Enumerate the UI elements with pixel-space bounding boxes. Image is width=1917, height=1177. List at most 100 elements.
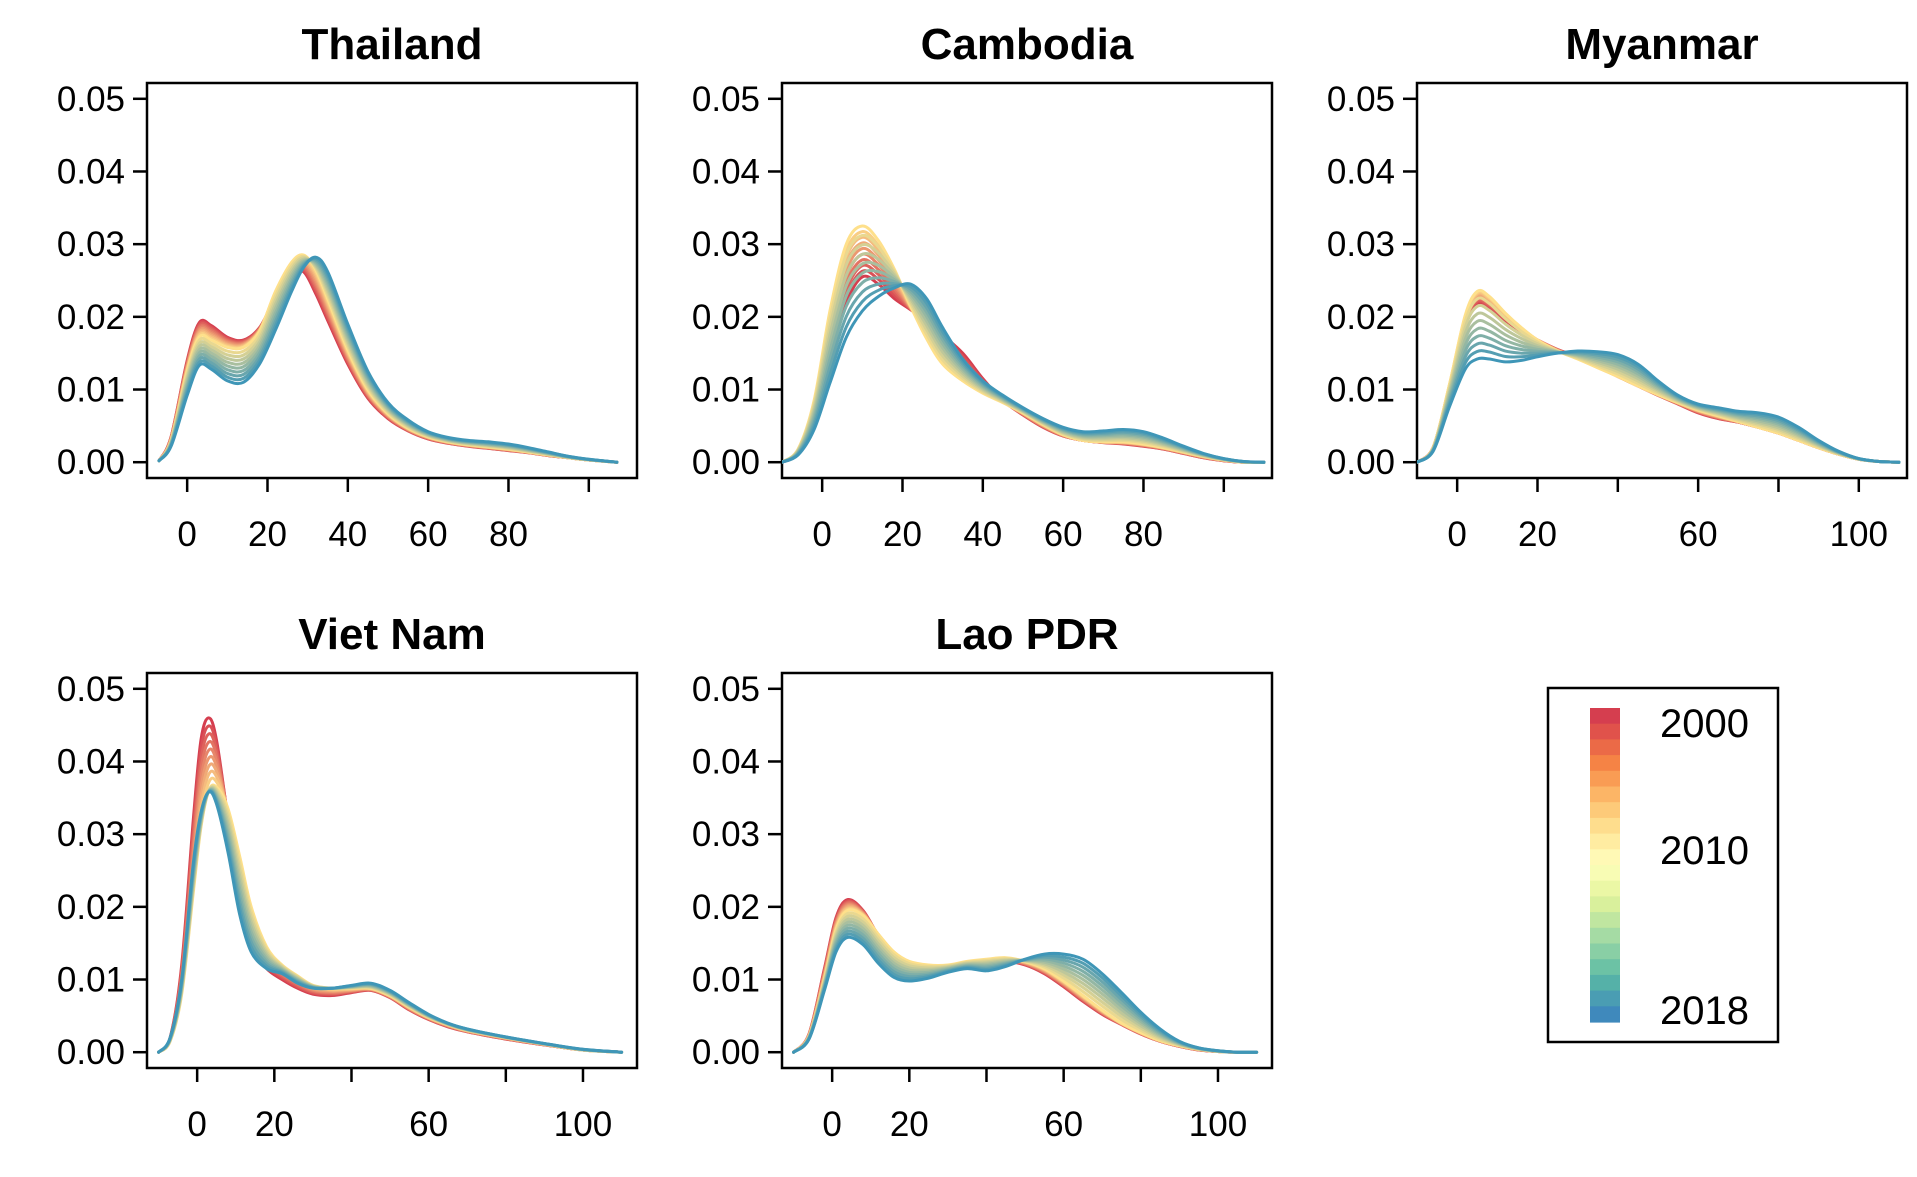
y-tick-label: 0.00 xyxy=(692,443,760,482)
panel-title: Lao PDR xyxy=(935,610,1118,659)
y-tick-label: 0.02 xyxy=(692,888,760,927)
panel-myanmar: Myanmar 0.00 0.01 0.02 0.03 0.04 0.05 0 20 60 100 xyxy=(1327,20,1909,554)
panel-lao-pdr: Lao PDR 0.00 0.01 0.02 0.03 0.04 0.05 0 20 60 100 xyxy=(692,610,1274,1144)
y-tick-label: 0.03 xyxy=(57,225,125,264)
panel-title: Cambodia xyxy=(921,20,1134,69)
legend-swatch xyxy=(1590,974,1620,992)
density-curve-2018 xyxy=(157,790,624,1054)
y-tick-label: 0.02 xyxy=(1327,298,1395,337)
y-tick-label: 0.01 xyxy=(692,371,760,410)
y-tick-label: 0.01 xyxy=(57,371,125,410)
legend-swatch xyxy=(1590,817,1620,835)
x-tick-label: 80 xyxy=(489,515,528,554)
x-tick-label: 100 xyxy=(1830,515,1888,554)
y-tick-label: 0.04 xyxy=(692,742,760,781)
x-tick-label: 40 xyxy=(328,515,367,554)
density-curves xyxy=(792,897,1259,1054)
x-tick-label: 20 xyxy=(1518,515,1557,554)
density-curve-2016 xyxy=(157,257,619,464)
panel-title: Thailand xyxy=(302,20,483,69)
density-curve-2002 xyxy=(157,732,624,1054)
legend-swatch xyxy=(1590,927,1620,945)
density-curve-2001 xyxy=(157,724,624,1054)
legend-swatch xyxy=(1590,943,1620,960)
y-tick-label: 0.04 xyxy=(692,152,760,191)
y-tick-label: 0.00 xyxy=(692,1033,760,1072)
density-curve-2002 xyxy=(782,263,1266,464)
legend-colorbar xyxy=(1590,708,1620,1023)
plot-frame xyxy=(1415,81,1909,480)
density-curve-2007 xyxy=(157,256,619,464)
x-tick-label: 40 xyxy=(963,515,1002,554)
x-tick-label: 100 xyxy=(554,1105,612,1144)
x-tick-label: 20 xyxy=(890,1105,929,1144)
legend-box xyxy=(1546,686,1780,1044)
y-tick-label: 0.02 xyxy=(57,298,125,337)
density-curve-2004 xyxy=(157,747,624,1054)
x-tick-label: 60 xyxy=(1044,1105,1083,1144)
legend-swatch xyxy=(1590,959,1620,976)
y-tick-label: 0.03 xyxy=(692,225,760,264)
panel-title: Viet Nam xyxy=(298,610,486,659)
x-tick-label: 60 xyxy=(409,515,448,554)
y-tick-label: 0.02 xyxy=(692,298,760,337)
density-curve-2018 xyxy=(782,282,1266,464)
x-tick-label: 0 xyxy=(822,1105,841,1144)
density-curve-2018 xyxy=(157,255,619,464)
density-curve-2013 xyxy=(157,258,619,464)
y-tick-label: 0.05 xyxy=(1327,80,1395,119)
x-tick-label: 60 xyxy=(1044,515,1083,554)
y-tick-label: 0.05 xyxy=(692,80,760,119)
panel-thailand: Thailand 0.00 0.01 0.02 0.03 0.04 0.05 0 20 40 60 8… xyxy=(57,20,639,554)
x-tick-label: 0 xyxy=(187,1105,206,1144)
density-curve-2017 xyxy=(792,932,1259,1054)
density-curve-2006 xyxy=(1417,293,1901,464)
x-tick-label: 100 xyxy=(1189,1105,1247,1144)
x-tick-label: 20 xyxy=(248,515,287,554)
y-tick-label: 0.03 xyxy=(1327,225,1395,264)
x-tick-label: 60 xyxy=(1679,515,1718,554)
legend-swatch xyxy=(1590,723,1620,740)
panel-cambodia: Cambodia 0.00 0.01 0.02 0.03 0.04 0.05 0 20 40 60 8… xyxy=(692,20,1274,554)
density-curves xyxy=(157,253,619,464)
y-tick-label: 0.03 xyxy=(692,815,760,854)
x-tick-label: 0 xyxy=(812,515,831,554)
legend-label-2010: 2010 xyxy=(1660,829,1749,873)
density-curves xyxy=(157,716,624,1054)
legend-swatch xyxy=(1590,802,1620,819)
plot-frame xyxy=(145,671,639,1070)
density-curve-2016 xyxy=(792,929,1259,1054)
legend-swatch xyxy=(1590,912,1620,929)
y-tick-label: 0.01 xyxy=(692,961,760,1000)
panels: Thailand 0.00 0.01 0.02 0.03 0.04 0.05 0 20 40 60 8… xyxy=(57,20,1909,1144)
density-curve-2000 xyxy=(157,716,624,1054)
y-tick-label: 0.00 xyxy=(57,443,125,482)
x-tick-label: 0 xyxy=(1447,515,1466,554)
y-tick-label: 0.04 xyxy=(1327,152,1395,191)
legend-swatch xyxy=(1590,786,1620,803)
plot-frame xyxy=(780,81,1274,480)
y-tick-label: 0.05 xyxy=(692,670,760,709)
density-curve-2018 xyxy=(1417,349,1901,464)
density-curve-2003 xyxy=(157,740,624,1054)
y-tick-label: 0.00 xyxy=(1327,443,1395,482)
legend-swatch xyxy=(1590,896,1620,913)
legend-swatch xyxy=(1590,849,1620,866)
density-curve-2014 xyxy=(782,268,1266,464)
x-tick-label: 60 xyxy=(409,1105,448,1144)
legend-swatch xyxy=(1590,990,1620,1007)
legend-swatch xyxy=(1590,770,1620,788)
x-tick-label: 20 xyxy=(883,515,922,554)
legend-swatch xyxy=(1590,708,1620,725)
y-tick-label: 0.00 xyxy=(57,1033,125,1072)
plot-frame xyxy=(145,81,639,480)
density-curve-2012 xyxy=(157,257,619,464)
y-tick-label: 0.03 xyxy=(57,815,125,854)
y-tick-label: 0.05 xyxy=(57,670,125,709)
legend-swatch xyxy=(1590,755,1620,772)
x-tick-label: 80 xyxy=(1124,515,1163,554)
x-tick-label: 0 xyxy=(177,515,196,554)
density-curve-2018 xyxy=(792,935,1259,1054)
legend-swatch xyxy=(1590,833,1620,850)
